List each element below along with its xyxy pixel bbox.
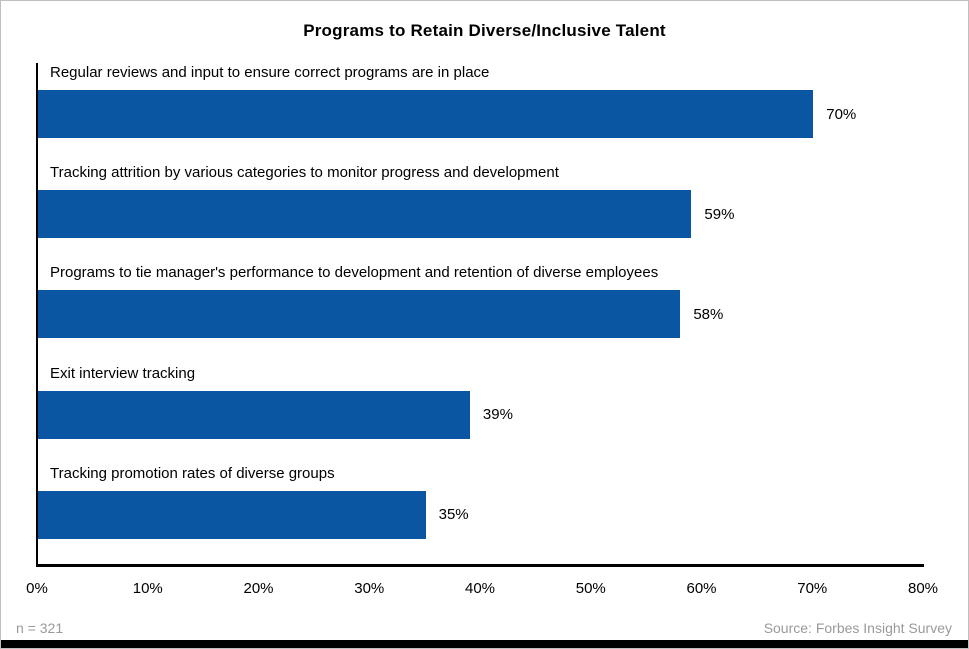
bar-line: 39% [38, 390, 924, 439]
bar-row: Exit interview tracking 39% [38, 364, 924, 464]
value-label: 39% [482, 406, 513, 424]
value-label: 70% [826, 105, 857, 123]
x-tick-label: 0% [26, 580, 48, 597]
bar-line: 58% [38, 290, 924, 339]
category-label: Tracking attrition by various categories… [50, 164, 559, 182]
value-label: 59% [704, 205, 735, 223]
bar [38, 90, 814, 138]
category-label: Exit interview tracking [50, 364, 196, 382]
x-tick-label: 10% [132, 580, 163, 597]
sample-size-note: n = 321 [16, 620, 64, 636]
bar-row: Tracking promotion rates of diverse grou… [38, 464, 924, 564]
bar-row: Regular reviews and input to ensure corr… [38, 63, 924, 163]
bottom-accent-bar [1, 640, 968, 648]
bar [38, 490, 426, 539]
footer: n = 321 Source: Forbes Insight Survey [16, 620, 952, 636]
bar-line: 59% [38, 190, 924, 239]
chart-title: Programs to Retain Diverse/Inclusive Tal… [303, 21, 666, 40]
x-tick-label: 20% [243, 580, 274, 597]
x-tick-label: 30% [354, 580, 385, 597]
x-tick-label: 50% [575, 580, 606, 597]
plot-area: Regular reviews and input to ensure corr… [36, 63, 924, 567]
x-tick-label: 40% [464, 580, 496, 597]
category-label: Regular reviews and input to ensure corr… [50, 64, 490, 81]
bar-row: Tracking attrition by various categories… [38, 163, 924, 263]
bar [38, 190, 692, 239]
bar-row: Programs to tie manager's performance to… [38, 263, 924, 363]
bar [38, 390, 470, 439]
bar-line: 70% [38, 90, 924, 138]
value-label: 58% [693, 305, 724, 323]
bar-line: 35% [38, 490, 924, 539]
value-label: 35% [438, 506, 469, 524]
bar [38, 290, 681, 339]
x-tick-label: 80% [907, 580, 939, 597]
category-label: Tracking promotion rates of diverse grou… [50, 464, 335, 482]
x-tick-label: 60% [686, 580, 717, 597]
source-note: Source: Forbes Insight Survey [763, 620, 952, 636]
x-axis: 0% 10% 20% 30% 40% 50% 60% 70% 80% [26, 580, 938, 602]
category-label: Programs to tie manager's performance to… [50, 264, 659, 282]
x-tick-label: 70% [797, 580, 828, 597]
